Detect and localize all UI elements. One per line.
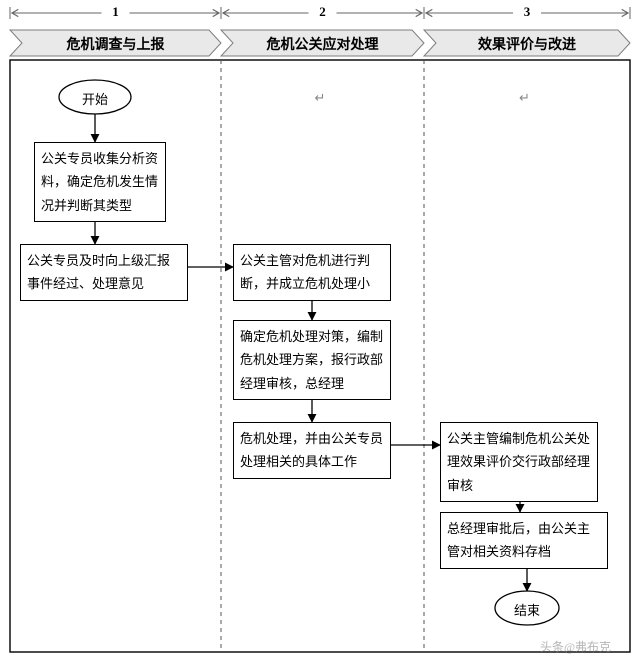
- column-title: 危机公关应对处理: [221, 34, 424, 54]
- process-c1: 公关主管编制危机公关处理效果评价交行政部经理审核: [440, 422, 598, 502]
- process-b1: 公关主管对危机进行判断，并成立危机处理小: [233, 244, 391, 301]
- paragraph-mark: ↵: [519, 90, 530, 106]
- column-title: 危机调查与上报: [10, 34, 221, 54]
- column-number: 1: [106, 4, 126, 20]
- process-a1: 公关专员收集分析资料，确定危机发生情况并判断其类型: [34, 142, 166, 222]
- column-number: 2: [313, 4, 333, 20]
- process-c2: 总经理审批后，由公关主管对相关资料存档: [440, 512, 608, 569]
- end-node: 结束: [495, 600, 559, 619]
- process-a2: 公关专员及时向上级汇报事件经过、处理意见: [20, 244, 188, 301]
- process-b2: 确定危机处理对策，编制危机处理方案，报行政部经理审核，总经理: [233, 320, 391, 400]
- process-b3: 危机处理，并由公关专员处理相关的具体工作: [233, 422, 391, 479]
- watermark: 头条@弗布克: [540, 638, 611, 655]
- start-node: 开始: [59, 89, 131, 108]
- column-number: 3: [517, 4, 537, 20]
- column-title: 效果评价与改进: [424, 34, 630, 54]
- paragraph-mark: ↵: [315, 90, 326, 106]
